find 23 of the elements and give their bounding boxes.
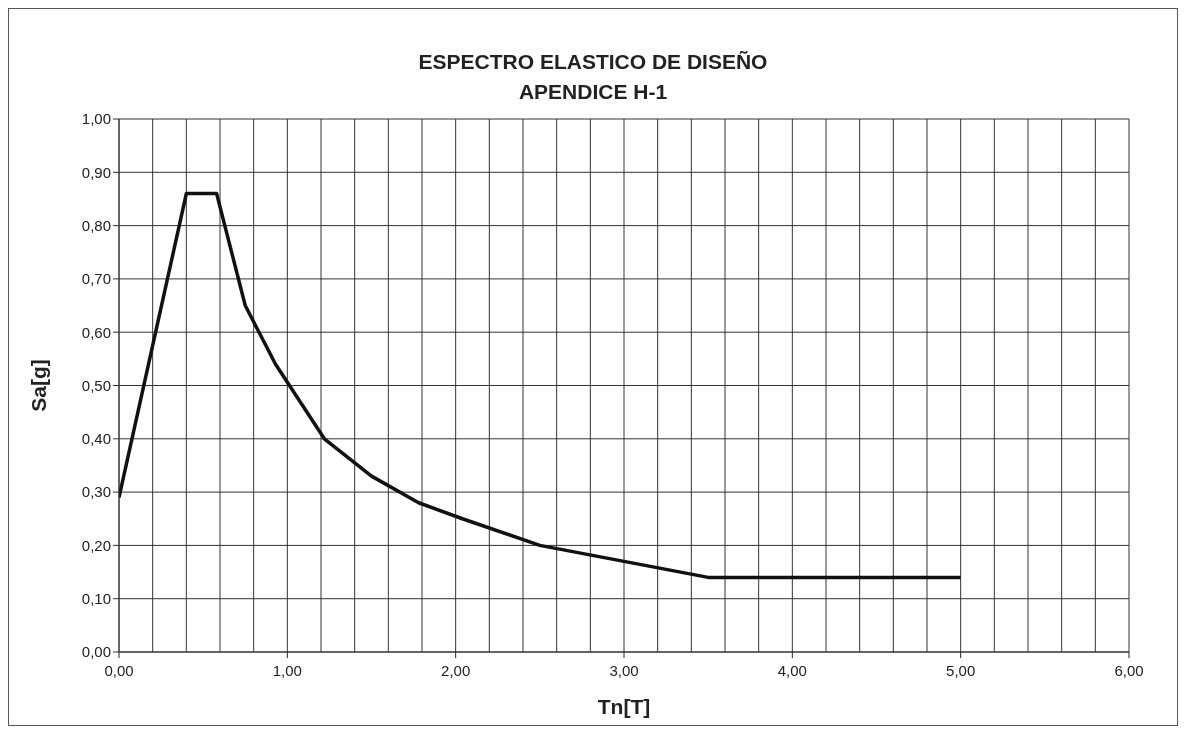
- x-tick-label: 4,00: [777, 662, 807, 679]
- line-series: [119, 191, 963, 580]
- x-tick-label: 3,00: [609, 662, 639, 679]
- x-tick-label: 5,00: [946, 662, 976, 679]
- y-tick-label: 0,00: [81, 643, 111, 661]
- x-tick-label: 2,00: [441, 662, 471, 679]
- y-tick-label: 0,20: [81, 536, 111, 554]
- y-tick-label: 0,60: [81, 323, 111, 341]
- y-tick-label: 0,50: [81, 376, 111, 394]
- y-tick-label: 0,90: [81, 163, 111, 181]
- chart-title: ESPECTRO ELASTICO DE DISEÑO: [417, 49, 769, 75]
- x-tick-label: 6,00: [1114, 662, 1144, 679]
- y-tick-label: 0,30: [81, 483, 111, 501]
- y-tick-label: 0,40: [81, 430, 111, 448]
- x-axis-title: Tn[T]: [597, 695, 651, 718]
- x-tick-label: 1,00: [272, 662, 302, 679]
- x-tick-label: 0,00: [104, 662, 134, 679]
- y-tick-label: 0,70: [81, 270, 111, 288]
- y-tick-label: 0,80: [81, 216, 111, 234]
- y-axis-title: Sa[g]: [27, 359, 51, 412]
- y-tick-label: 0,10: [81, 590, 111, 608]
- chart-subtitle: APENDICE H-1: [517, 79, 669, 105]
- y-tick-label: 1,00: [81, 110, 111, 128]
